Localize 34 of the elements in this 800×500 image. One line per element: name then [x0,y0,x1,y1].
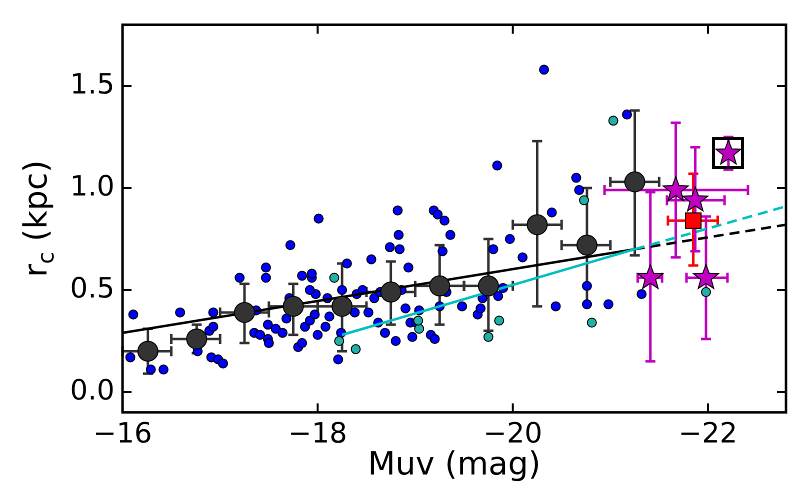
point [662,176,689,202]
point [380,282,402,303]
point [429,275,450,296]
point [579,195,590,206]
point [483,332,494,342]
point [700,287,711,298]
point [137,340,158,362]
x-tick-label: −18 [288,416,348,450]
point [334,336,344,346]
y-axis-title: rc (kpc) [16,160,60,278]
point [608,116,618,126]
point [350,344,361,354]
point [186,328,208,350]
point [682,186,708,212]
y-tick-label: 1.5 [70,67,115,100]
x-tick-label: −22 [678,416,738,450]
point [692,264,720,289]
point [494,316,504,326]
x-tick-label: −16 [92,416,152,450]
point [624,171,646,192]
point [526,214,548,236]
point [414,324,424,334]
point [234,302,255,323]
point [332,296,353,317]
y-tick-label: 1.0 [70,169,115,202]
point [685,212,702,229]
y-tick-label: 0.5 [70,271,115,304]
point [576,234,598,256]
point [586,318,597,328]
point [282,296,304,317]
y-tick-label: 0.0 [70,373,115,406]
point [637,264,664,289]
point [478,275,499,296]
point [329,272,340,283]
